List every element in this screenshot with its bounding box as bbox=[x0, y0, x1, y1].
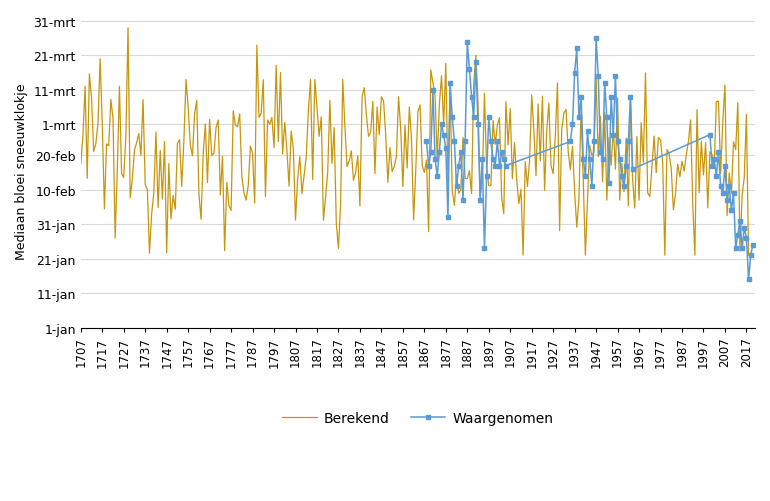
Berekend bbox=[81, 84, 90, 90]
Waargenomen bbox=[441, 146, 450, 152]
Berekend bbox=[583, 197, 592, 203]
Waargenomen bbox=[581, 173, 590, 179]
Berekend bbox=[400, 123, 410, 129]
Berekend bbox=[295, 154, 304, 160]
Waargenomen bbox=[744, 277, 753, 283]
Line: Berekend: Berekend bbox=[81, 29, 753, 256]
Waargenomen bbox=[748, 242, 758, 248]
Waargenomen bbox=[422, 139, 431, 145]
Waargenomen bbox=[729, 191, 738, 197]
Waargenomen bbox=[460, 139, 470, 145]
Berekend bbox=[203, 180, 212, 186]
Waargenomen bbox=[446, 81, 455, 87]
Berekend bbox=[123, 26, 132, 32]
Berekend bbox=[748, 253, 758, 259]
Line: Waargenomen: Waargenomen bbox=[424, 37, 755, 282]
Waargenomen bbox=[591, 36, 601, 42]
Waargenomen bbox=[495, 163, 504, 169]
Berekend bbox=[518, 253, 527, 259]
Berekend bbox=[272, 64, 281, 70]
Berekend bbox=[76, 161, 85, 167]
Y-axis label: Mediaan bloei sneeuwklokje: Mediaan bloei sneeuwklokje bbox=[15, 83, 28, 260]
Legend: Berekend, Waargenomen: Berekend, Waargenomen bbox=[277, 405, 559, 430]
